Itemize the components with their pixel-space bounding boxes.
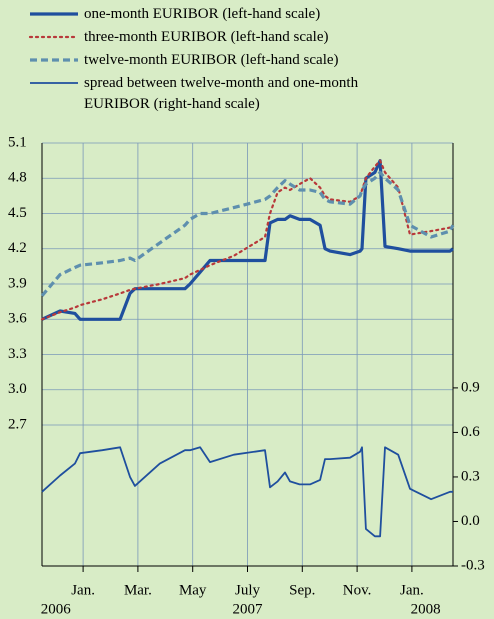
legend-label: twelve-month EURIBOR (left-hand scale) bbox=[84, 52, 339, 68]
legend-label: three-month EURIBOR (left-hand scale) bbox=[84, 29, 329, 45]
series-line bbox=[40, 170, 455, 297]
x-tick-label: July bbox=[235, 582, 261, 598]
legend-item: one-month EURIBOR (left-hand scale) bbox=[28, 4, 428, 25]
legend-label: one-month EURIBOR (left-hand scale) bbox=[84, 6, 321, 22]
y2-tick-label: 0.6 bbox=[461, 424, 480, 440]
y-tick-label: 5.1 bbox=[8, 134, 27, 150]
legend: one-month EURIBOR (left-hand scale) three… bbox=[28, 4, 428, 117]
legend-swatch bbox=[28, 35, 80, 39]
y-tick-label: 3.9 bbox=[8, 275, 27, 291]
x-tick-label: Mar. bbox=[124, 582, 152, 598]
y-tick-label: 4.2 bbox=[8, 240, 27, 256]
x-tick-label: Jan. bbox=[400, 582, 424, 598]
legend-item: three-month EURIBOR (left-hand scale) bbox=[28, 27, 428, 48]
legend-swatch bbox=[30, 12, 78, 16]
legend-label: spread between twelve-month and one-mont… bbox=[84, 75, 359, 112]
legend-swatch bbox=[30, 58, 78, 62]
y-tick-label: 3.3 bbox=[8, 346, 27, 362]
year-label: 2008 bbox=[411, 601, 441, 617]
y-tick-label: 2.7 bbox=[8, 416, 27, 432]
x-tick-label: May bbox=[179, 582, 207, 598]
x-tick-label: Sep. bbox=[289, 582, 315, 598]
y2-tick-label: 0.3 bbox=[461, 468, 480, 484]
y2-tick-label: 0.0 bbox=[461, 513, 480, 529]
x-tick-label: Jan. bbox=[71, 582, 95, 598]
y2-tick-label: 0.9 bbox=[461, 379, 480, 395]
y-tick-label: 4.5 bbox=[8, 205, 27, 221]
year-label: 2006 bbox=[41, 601, 72, 617]
x-tick-label: Nov. bbox=[343, 582, 372, 598]
y2-tick-label: -0.3 bbox=[461, 557, 485, 573]
legend-item: spread between twelve-month and one-mont… bbox=[28, 73, 428, 115]
y-tick-label: 3.0 bbox=[8, 381, 27, 397]
y-tick-label: 3.6 bbox=[8, 311, 27, 327]
legend-item: twelve-month EURIBOR (left-hand scale) bbox=[28, 50, 428, 71]
series-line bbox=[40, 159, 455, 321]
year-label: 2007 bbox=[233, 601, 264, 617]
series-line bbox=[41, 446, 453, 538]
legend-swatch bbox=[30, 82, 78, 84]
y-tick-label: 4.8 bbox=[8, 170, 27, 186]
